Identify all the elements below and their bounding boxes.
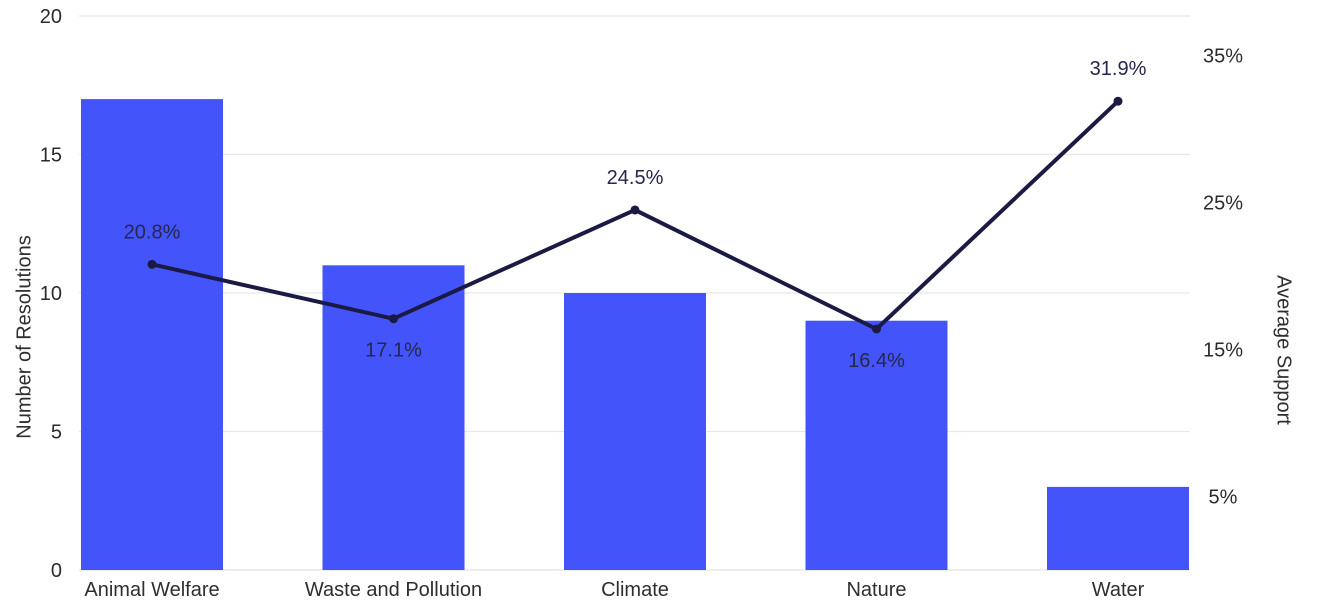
bar-climate[interactable] xyxy=(564,293,706,570)
point-label-nature: 16.4% xyxy=(848,350,905,372)
point-animal-welfare[interactable] xyxy=(147,259,157,269)
category-label-animal-welfare: Animal Welfare xyxy=(84,579,219,601)
category-label-climate: Climate xyxy=(601,579,669,601)
right-axis-title: Average Support xyxy=(1272,275,1295,425)
category-label-nature: Nature xyxy=(846,579,906,601)
left-tick-label: 0 xyxy=(51,560,62,582)
left-tick-label: 20 xyxy=(40,6,62,28)
point-label-water: 31.9% xyxy=(1090,58,1147,80)
left-tick-label: 15 xyxy=(40,145,62,167)
point-label-climate: 24.5% xyxy=(607,167,664,189)
left-axis-title: Number of Resolutions xyxy=(13,235,36,439)
point-climate[interactable] xyxy=(630,205,640,215)
right-tick-label: 25% xyxy=(1203,193,1243,215)
bar-animal-welfare[interactable] xyxy=(81,99,223,570)
bar-water[interactable] xyxy=(1047,486,1189,570)
point-nature[interactable] xyxy=(872,324,881,334)
right-tick-label: 35% xyxy=(1203,46,1243,68)
bar-waste-and-pollution[interactable] xyxy=(322,265,465,570)
right-tick-label: 15% xyxy=(1203,340,1243,362)
right-tick-label: 5% xyxy=(1209,487,1238,509)
bar-nature[interactable] xyxy=(805,320,948,570)
point-waste-and-pollution[interactable] xyxy=(389,314,398,324)
category-label-waste-and-pollution: Waste and Pollution xyxy=(305,579,482,601)
left-tick-label: 5 xyxy=(51,422,62,444)
point-water[interactable] xyxy=(1113,96,1123,106)
point-label-waste-and-pollution: 17.1% xyxy=(365,340,422,362)
left-tick-label: 10 xyxy=(40,283,62,305)
point-label-animal-welfare: 20.8% xyxy=(124,221,181,243)
category-label-water: Water xyxy=(1092,579,1145,601)
